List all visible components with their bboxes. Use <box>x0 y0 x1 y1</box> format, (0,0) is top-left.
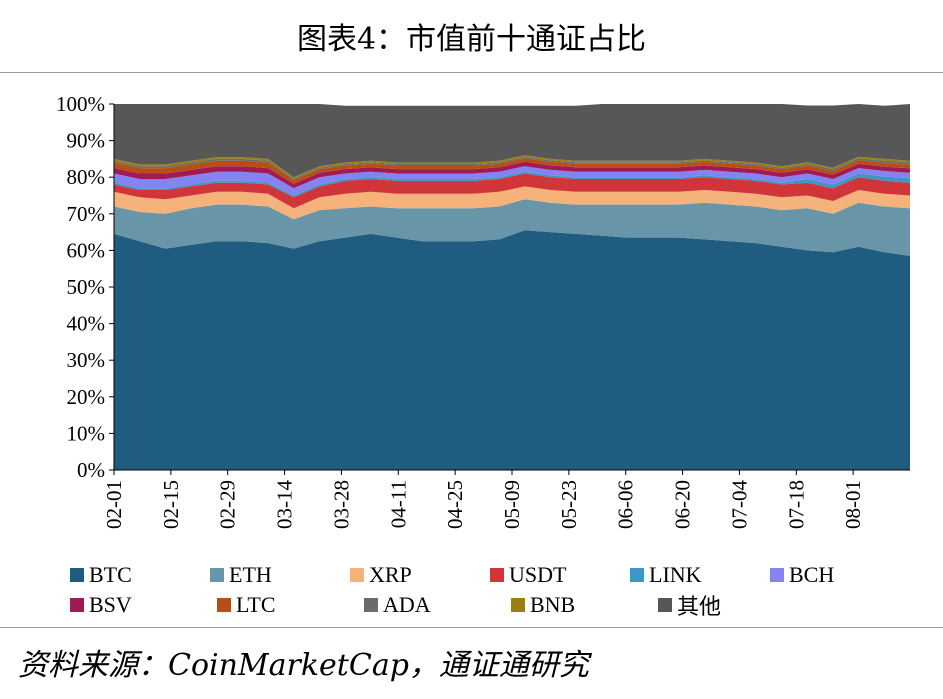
y-tick-label: 100% <box>56 92 105 116</box>
area-series-0 <box>114 230 910 470</box>
area-series-10 <box>114 104 910 178</box>
top-divider <box>0 72 943 73</box>
area-series-5 <box>114 166 910 196</box>
legend-label: BCH <box>789 562 835 587</box>
legend-label: LTC <box>236 592 276 617</box>
legend-item: XRP <box>350 562 490 588</box>
legend-item: BSV <box>70 592 217 618</box>
legend-label: BTC <box>89 562 132 587</box>
legend-label: 其他 <box>677 594 722 619</box>
stacked-area-chart: 0%10%20%30%40%50%60%70%80%90%100% 02-01 0… <box>56 92 910 529</box>
x-axis: 02-01 02-15 02-29 03-14 03-28 04-11 04-25 05-09… <box>102 469 910 529</box>
legend-item: BCH <box>770 562 910 588</box>
y-tick-label: 60% <box>67 238 106 262</box>
legend-swatch <box>658 598 672 612</box>
legend-label: BSV <box>89 592 132 617</box>
legend-item: BTC <box>70 562 210 588</box>
legend-item: LTC <box>217 592 364 618</box>
legend-swatch <box>630 568 644 582</box>
legend-swatch <box>364 598 378 612</box>
x-tick-label: 05-23 <box>557 480 581 529</box>
x-tick-label: 07-04 <box>727 480 751 529</box>
legend-label: BNB <box>530 592 576 617</box>
legend-swatch <box>490 568 504 582</box>
y-tick-label: 0% <box>77 458 105 482</box>
y-tick-label: 10% <box>67 421 106 445</box>
legend-row: BTC ETH XRP USDT LINK BCH <box>70 560 910 590</box>
area-layers <box>114 104 910 470</box>
y-tick-label: 30% <box>67 348 106 372</box>
legend-item: ADA <box>364 592 511 618</box>
legend-label: XRP <box>369 562 412 587</box>
legend-item: LINK <box>630 562 770 588</box>
legend-item: ETH <box>210 562 350 588</box>
legend-swatch <box>70 568 84 582</box>
y-tick-label: 50% <box>67 275 106 299</box>
legend-label: USDT <box>509 562 567 587</box>
legend-item: 其他 <box>658 589 805 621</box>
area-series-1 <box>114 199 910 256</box>
x-tick-label: 05-09 <box>500 480 524 529</box>
y-tick-label: 20% <box>67 385 106 409</box>
x-tick-label: 06-06 <box>614 480 638 529</box>
source-note: 资料来源：CoinMarketCap，通证通研究 <box>18 648 589 683</box>
y-tick-label: 80% <box>67 165 106 189</box>
x-tick-label: 06-20 <box>671 480 695 529</box>
x-tick-label: 04-11 <box>386 480 410 528</box>
x-tick-label: 08-01 <box>841 480 865 529</box>
legend: BTC ETH XRP USDT LINK BCH BSV LTC ADA BNB 其他 <box>70 560 910 620</box>
legend-row: BSV LTC ADA BNB 其他 <box>70 590 910 620</box>
legend-swatch <box>511 598 525 612</box>
x-tick-label: 02-01 <box>102 480 126 529</box>
x-tick-label: 02-29 <box>216 480 240 529</box>
legend-label: ADA <box>383 592 431 617</box>
legend-item: USDT <box>490 562 630 588</box>
area-series-7 <box>114 158 910 184</box>
x-tick-label: 07-18 <box>784 480 808 529</box>
legend-swatch <box>770 568 784 582</box>
legend-swatch <box>70 598 84 612</box>
chart-title: 图表4：市值前十通证占比 <box>296 22 647 57</box>
x-tick-label: 03-14 <box>273 480 297 529</box>
y-tick-label: 40% <box>67 312 106 336</box>
x-tick-label: 04-25 <box>443 480 467 529</box>
y-axis: 0% 10% 20% 30% 40% 50% 60% 70% 80% 90% 100% <box>56 92 115 482</box>
legend-label: ETH <box>229 562 272 587</box>
y-tick-label: 70% <box>67 202 106 226</box>
legend-swatch <box>210 568 224 582</box>
legend-label: LINK <box>649 562 702 587</box>
legend-item: BNB <box>511 592 658 618</box>
area-series-3 <box>114 173 910 209</box>
x-tick-label: 03-28 <box>329 480 353 529</box>
bottom-divider <box>0 627 943 628</box>
area-series-6 <box>114 161 910 189</box>
legend-swatch <box>217 598 231 612</box>
x-tick-label: 02-15 <box>159 480 183 529</box>
legend-swatch <box>350 568 364 582</box>
y-tick-label: 90% <box>67 129 106 153</box>
